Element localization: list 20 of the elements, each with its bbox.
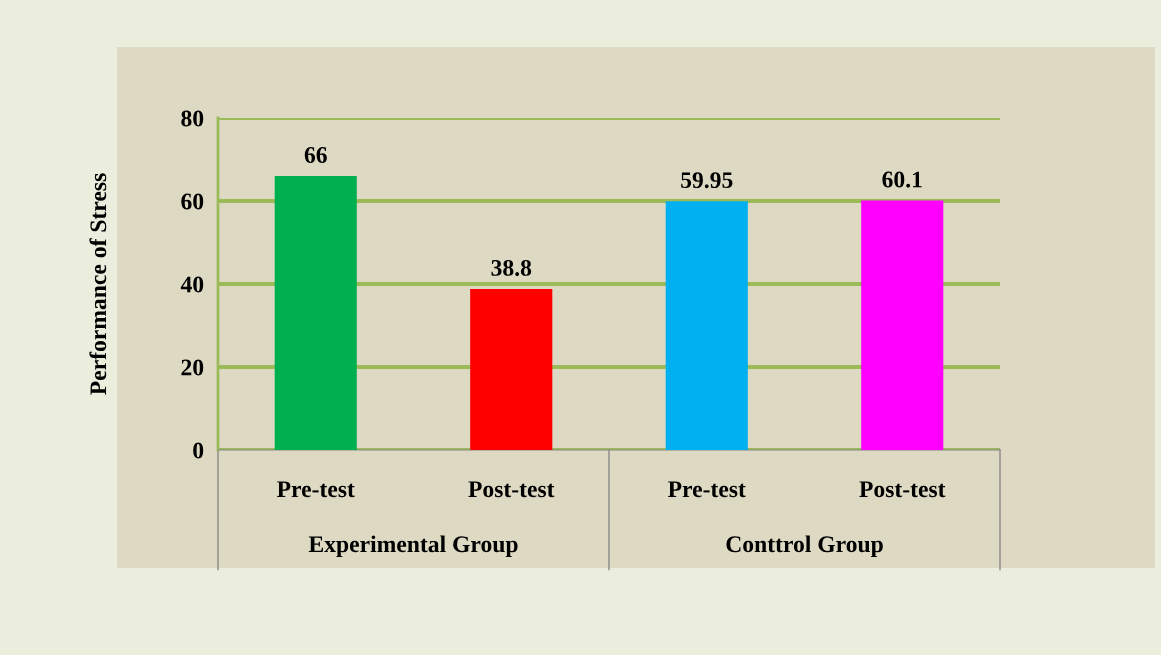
text: Experimental Group xyxy=(308,535,518,557)
y-tick-label: 40 xyxy=(180,276,204,293)
y-tick-label: 0 xyxy=(193,442,204,459)
x-tick-label: Post-test xyxy=(468,481,555,498)
bar xyxy=(665,201,748,450)
data-label: 38.8 xyxy=(491,259,532,276)
data-label: 60.1 xyxy=(882,171,922,188)
data-label: 59.95 xyxy=(681,172,733,189)
y-tick-label: 60 xyxy=(181,193,204,210)
bar xyxy=(470,288,553,450)
y-tick-label: 80 xyxy=(181,110,204,127)
data-label: 66 xyxy=(304,147,327,163)
text: Conttrol Group xyxy=(726,535,883,557)
x-tick-label: Post-test xyxy=(859,481,946,498)
x-tick-label: Pre-test xyxy=(668,481,746,498)
bar xyxy=(274,176,357,450)
y-axis-title: Performance of Stress xyxy=(89,173,107,395)
bar xyxy=(861,200,944,450)
y-tick-label: 20 xyxy=(181,359,204,376)
x-tick-label: Pre-test xyxy=(277,481,355,498)
